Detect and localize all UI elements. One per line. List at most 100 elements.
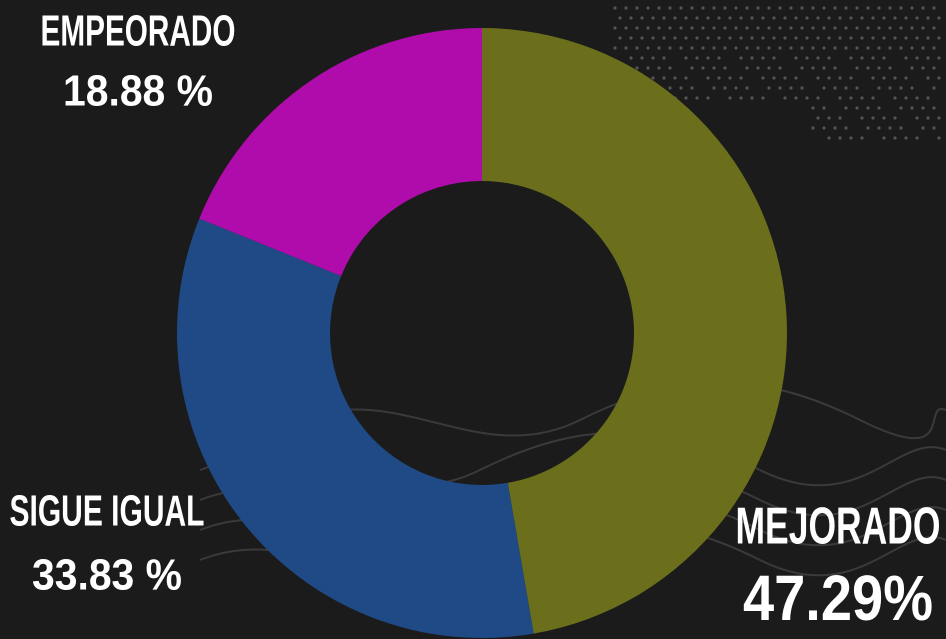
dot bbox=[838, 16, 842, 20]
dot bbox=[866, 66, 870, 70]
dot bbox=[926, 96, 930, 100]
dot bbox=[926, 116, 930, 120]
dot bbox=[662, 16, 666, 20]
dot bbox=[822, 6, 826, 10]
dot bbox=[822, 106, 826, 110]
dot bbox=[800, 66, 804, 70]
dot bbox=[635, 66, 639, 70]
dot bbox=[849, 96, 853, 100]
dot bbox=[888, 26, 892, 30]
dot bbox=[888, 86, 892, 90]
dot bbox=[937, 76, 941, 80]
dot bbox=[668, 26, 672, 30]
dot bbox=[860, 136, 864, 140]
dot bbox=[932, 126, 936, 130]
dot bbox=[926, 36, 930, 40]
dot bbox=[767, 6, 771, 10]
dot bbox=[822, 66, 826, 70]
dot bbox=[761, 96, 765, 100]
dot bbox=[706, 96, 710, 100]
dot bbox=[866, 26, 870, 30]
dot bbox=[756, 26, 760, 30]
dot bbox=[866, 126, 870, 130]
dot bbox=[635, 6, 639, 10]
dot bbox=[860, 96, 864, 100]
dot bbox=[668, 46, 672, 50]
dot bbox=[805, 56, 809, 60]
dot bbox=[734, 86, 738, 90]
dot bbox=[690, 26, 694, 30]
dot bbox=[800, 6, 804, 10]
dot bbox=[673, 16, 677, 20]
dot bbox=[811, 6, 815, 10]
dot bbox=[910, 86, 914, 90]
dot bbox=[651, 56, 655, 60]
dot bbox=[701, 46, 705, 50]
category-label: MEJORADO bbox=[736, 498, 941, 556]
dot bbox=[844, 26, 848, 30]
dot bbox=[695, 56, 699, 60]
dot bbox=[904, 76, 908, 80]
dot bbox=[789, 86, 793, 90]
dot bbox=[932, 6, 936, 10]
dot bbox=[871, 36, 875, 40]
dot bbox=[745, 86, 749, 90]
dot bbox=[794, 16, 798, 20]
dot bbox=[921, 106, 925, 110]
dot bbox=[750, 96, 754, 100]
dot bbox=[629, 56, 633, 60]
dot bbox=[844, 46, 848, 50]
dot bbox=[761, 16, 765, 20]
dot bbox=[932, 106, 936, 110]
category-label: EMPEORADO bbox=[41, 7, 236, 56]
dot bbox=[706, 36, 710, 40]
dot bbox=[624, 6, 628, 10]
dot bbox=[888, 46, 892, 50]
dot bbox=[745, 66, 749, 70]
dot bbox=[794, 36, 798, 40]
dot bbox=[750, 56, 754, 60]
dot bbox=[921, 26, 925, 30]
dot bbox=[734, 46, 738, 50]
dot bbox=[877, 126, 881, 130]
dot bbox=[679, 86, 683, 90]
dot bbox=[772, 16, 776, 20]
dot bbox=[756, 66, 760, 70]
dot bbox=[893, 136, 897, 140]
donut-slice bbox=[177, 218, 534, 638]
dot bbox=[899, 106, 903, 110]
dot bbox=[860, 116, 864, 120]
dot bbox=[723, 26, 727, 30]
dot bbox=[651, 36, 655, 40]
dot bbox=[723, 6, 727, 10]
dot bbox=[811, 126, 815, 130]
dot bbox=[932, 26, 936, 30]
dot bbox=[899, 86, 903, 90]
dot bbox=[871, 56, 875, 60]
dot bbox=[800, 86, 804, 90]
dot bbox=[646, 46, 650, 50]
dot bbox=[860, 16, 864, 20]
dot bbox=[646, 66, 650, 70]
dot bbox=[679, 46, 683, 50]
dot bbox=[767, 66, 771, 70]
dot bbox=[849, 136, 853, 140]
dot bbox=[827, 56, 831, 60]
dot bbox=[844, 6, 848, 10]
dot bbox=[849, 56, 853, 60]
dot bbox=[706, 76, 710, 80]
dot bbox=[778, 46, 782, 50]
dot bbox=[640, 56, 644, 60]
dot bbox=[651, 76, 655, 80]
dot bbox=[866, 106, 870, 110]
dot bbox=[904, 96, 908, 100]
dot bbox=[794, 96, 798, 100]
dot bbox=[915, 96, 919, 100]
dot bbox=[893, 96, 897, 100]
dot bbox=[756, 46, 760, 50]
dot bbox=[706, 16, 710, 20]
dot bbox=[635, 26, 639, 30]
dot bbox=[871, 96, 875, 100]
dot bbox=[624, 46, 628, 50]
dot bbox=[910, 46, 914, 50]
